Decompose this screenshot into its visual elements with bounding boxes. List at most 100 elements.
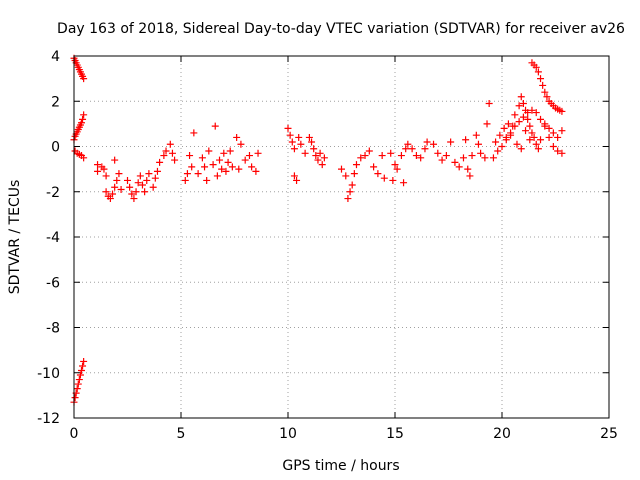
data-point <box>228 163 236 171</box>
data-point <box>79 115 87 123</box>
data-point <box>357 154 365 162</box>
data-point <box>342 172 350 180</box>
data-point <box>500 124 508 132</box>
y-axis-label: SDTVAR / TECUs <box>7 180 23 295</box>
data-point <box>100 165 108 173</box>
data-point <box>393 165 401 173</box>
data-point <box>423 138 431 146</box>
data-point <box>408 145 416 153</box>
data-point <box>554 133 562 141</box>
data-point <box>295 133 303 141</box>
data-point <box>541 88 549 96</box>
data-point <box>284 124 292 132</box>
data-point <box>190 129 198 137</box>
data-point <box>220 149 228 157</box>
data-point <box>75 376 83 384</box>
data-point <box>558 149 566 157</box>
data-point <box>297 140 305 148</box>
data-point <box>541 120 549 128</box>
data-point <box>181 176 189 184</box>
data-point <box>400 179 408 187</box>
data-point <box>149 183 157 191</box>
data-point <box>532 63 540 71</box>
y-tick-label: -6 <box>46 275 60 291</box>
data-point <box>102 172 110 180</box>
data-point <box>387 149 395 157</box>
y-tick-label: -8 <box>46 321 60 337</box>
data-point <box>224 158 232 166</box>
x-tick-label: 25 <box>600 426 618 442</box>
data-point <box>524 109 532 117</box>
data-point <box>496 131 504 139</box>
data-point <box>438 156 446 164</box>
data-point <box>519 100 527 108</box>
data-point <box>111 156 119 164</box>
data-point <box>94 167 102 175</box>
data-point <box>494 147 502 155</box>
data-point <box>526 136 534 144</box>
x-tick-label: 20 <box>493 426 511 442</box>
data-point <box>301 149 309 157</box>
data-point <box>346 188 354 196</box>
data-point <box>205 147 213 155</box>
data-point <box>248 163 256 171</box>
data-point <box>472 131 480 139</box>
data-point <box>254 149 262 157</box>
data-point <box>537 75 545 83</box>
y-tick-label: 0 <box>51 140 60 156</box>
data-point <box>106 195 114 203</box>
data-point <box>442 152 450 160</box>
data-point <box>481 154 489 162</box>
data-point <box>233 133 241 141</box>
data-point <box>111 183 119 191</box>
data-point <box>156 158 164 166</box>
data-point <box>412 152 420 160</box>
data-point <box>126 183 134 191</box>
x-tick-label: 15 <box>386 426 404 442</box>
data-point <box>430 140 438 148</box>
data-points <box>70 54 566 406</box>
data-point <box>504 120 512 128</box>
data-point <box>124 176 131 184</box>
data-point <box>203 176 211 184</box>
data-point <box>498 143 506 150</box>
data-point <box>218 165 226 173</box>
data-point <box>515 118 523 126</box>
data-point <box>492 138 500 146</box>
data-point <box>513 140 521 148</box>
data-point <box>534 68 542 76</box>
data-point <box>402 145 410 153</box>
grid-lines <box>74 56 609 418</box>
data-point <box>380 174 388 182</box>
data-point <box>316 149 324 157</box>
data-point <box>447 138 455 146</box>
data-point <box>519 113 527 121</box>
data-point <box>160 152 168 160</box>
data-point <box>186 152 194 160</box>
data-point <box>528 129 536 137</box>
data-point <box>507 131 515 139</box>
data-point <box>312 152 320 160</box>
data-point <box>145 170 153 178</box>
data-point <box>136 172 144 180</box>
data-point <box>286 131 294 139</box>
data-point <box>80 154 88 162</box>
data-point <box>310 145 318 153</box>
data-point <box>534 145 542 153</box>
data-point <box>245 152 253 160</box>
data-point <box>198 154 206 162</box>
data-point <box>558 127 566 135</box>
chart-title: Day 163 of 2018, Sidereal Day-to-day VTE… <box>57 21 625 37</box>
y-tick-label: -10 <box>37 366 60 382</box>
data-point <box>94 161 102 169</box>
data-point <box>517 93 525 101</box>
data-point <box>483 120 491 128</box>
data-point <box>350 170 358 178</box>
data-point <box>71 394 79 402</box>
data-point <box>532 109 540 117</box>
data-point <box>252 167 260 175</box>
data-point <box>130 195 138 203</box>
data-point <box>537 115 545 123</box>
x-axis-label: GPS time / hours <box>282 458 399 474</box>
